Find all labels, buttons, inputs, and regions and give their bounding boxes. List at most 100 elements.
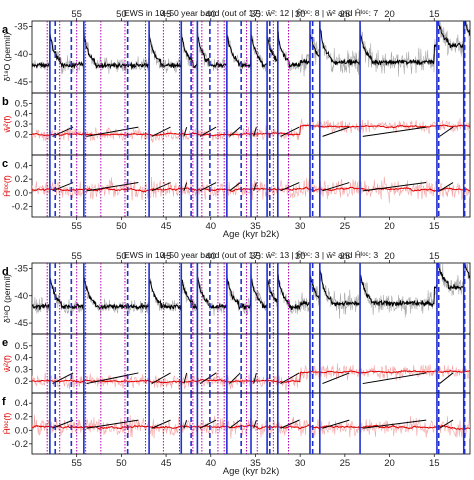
bottom-tick-label: 15 — [429, 221, 440, 232]
y-tick-label: 0.2 — [15, 129, 28, 140]
top-tick-label: 50 — [116, 251, 127, 262]
y-tick-label: 0.0 — [15, 188, 28, 199]
top-tick-label: 35 — [250, 251, 261, 262]
panel-letter: c — [2, 158, 8, 170]
y-tick-label: -40 — [14, 49, 28, 60]
bottom-tick-label: 40 — [205, 458, 216, 469]
bottom-tick-label: 45 — [161, 458, 172, 469]
y-axis-title: δ¹⁸O (permil) — [2, 274, 12, 323]
trend-line — [253, 126, 257, 137]
top-tick-label: 45 — [161, 9, 172, 20]
y-tick-label: 0.4 — [15, 353, 28, 364]
trend-line — [199, 126, 217, 137]
trend-line — [86, 126, 139, 137]
y-axis-title: ŵ²(f) — [2, 115, 12, 133]
y-tick-label: -0.2 — [12, 202, 28, 213]
bottom-tick-label: 50 — [116, 458, 127, 469]
trend-line — [183, 182, 188, 191]
y-tick-label: 0.4 — [15, 109, 28, 120]
trend-line — [86, 372, 139, 385]
trend-line — [322, 372, 350, 385]
bottom-tick-label: 55 — [71, 221, 82, 232]
figure-title: EWS in 10–50 year band (out of 17): ŵ²: … — [124, 250, 378, 260]
trend-line — [439, 419, 454, 429]
bottom-tick-label: 55 — [71, 458, 82, 469]
y-tick-label: 0.2 — [15, 376, 28, 387]
trend-line — [229, 182, 241, 192]
trend-line — [199, 182, 217, 192]
y-tick-label: -35 — [14, 22, 28, 33]
trend-line — [253, 372, 257, 384]
trend-line — [183, 126, 188, 137]
y-tick-label: 0.2 — [15, 412, 28, 423]
trend-line — [362, 372, 427, 385]
trend-line — [86, 182, 139, 192]
top-tick-label: 25 — [340, 9, 351, 20]
trend-line — [280, 419, 300, 429]
top-tick-label: 40 — [205, 9, 216, 20]
bottom-tick-label: 25 — [340, 221, 351, 232]
trend-line — [322, 419, 350, 429]
bottom-tick-label: 35 — [250, 221, 261, 232]
bottom-tick-label: 25 — [340, 458, 351, 469]
y-axis-title: Ĥˡᵒᶜ(f) — [2, 175, 12, 197]
y-tick-label: -45 — [14, 77, 28, 88]
panel-letter: e — [2, 337, 8, 349]
y-tick-label: 0.4 — [15, 398, 28, 409]
y-tick-label: -35 — [14, 263, 28, 274]
bottom-tick-label: 15 — [429, 458, 440, 469]
y-tick-label: 0.5 — [15, 98, 28, 109]
y-axis-title: Ĥˡᵒᶜ(f) — [2, 412, 12, 434]
x-axis-title: Age (kyr b2k) — [223, 466, 280, 477]
bottom-tick-label: 30 — [295, 221, 306, 232]
y-axis-title: ŵ²(f) — [2, 355, 12, 373]
panel-letter: a — [2, 24, 9, 36]
trend-line — [151, 372, 171, 384]
trend-line — [253, 419, 257, 429]
trend-line — [439, 126, 454, 137]
trend-line — [183, 372, 188, 384]
y-tick-label: 0.3 — [15, 119, 28, 130]
panel-letter: d — [2, 266, 9, 278]
panel-letter: b — [2, 96, 9, 108]
top-tick-label: 40 — [205, 251, 216, 262]
bottom-tick-label: 50 — [116, 221, 127, 232]
top-tick-label: 35 — [250, 9, 261, 20]
y-tick-label: -45 — [14, 318, 28, 329]
y-tick-label: 0.3 — [15, 364, 28, 375]
trend-line — [253, 182, 257, 191]
figure-title: EWS in 10–50 year band (out of 17): ŵ²: … — [124, 8, 378, 18]
bottom-tick-label: 30 — [295, 458, 306, 469]
y-tick-label: -0.2 — [12, 439, 28, 450]
trend-line — [280, 182, 300, 192]
top-tick-label: 50 — [116, 9, 127, 20]
trend-line — [280, 372, 300, 384]
top-tick-label: 20 — [384, 9, 395, 20]
panel-b: b 0.50.40.30.2ŵ²(f) — [2, 92, 471, 156]
top-tick-label: 30 — [295, 251, 306, 262]
bottom-tick-label: 35 — [250, 458, 261, 469]
figure-top: EWS in 10–50 year band (out of 17): ŵ²: … — [2, 8, 471, 240]
bottom-tick-label: 45 — [161, 221, 172, 232]
trend-line — [151, 419, 171, 429]
panel-letter: f — [2, 396, 6, 408]
trend-line — [439, 372, 454, 384]
trend-line — [439, 182, 454, 192]
trend-line — [322, 126, 350, 137]
top-tick-label: 55 — [71, 9, 82, 20]
top-tick-label: 15 — [429, 251, 440, 262]
trend-line — [229, 419, 241, 429]
top-tick-label: 55 — [71, 251, 82, 262]
top-tick-label: 25 — [340, 251, 351, 262]
trend-line — [362, 182, 427, 192]
bottom-tick-label: 20 — [384, 221, 395, 232]
trend-line — [199, 419, 217, 429]
figure-bottom: EWS in 10–50 year band (out of 17): ŵ²: … — [2, 250, 471, 477]
y-tick-label: 0.2 — [15, 174, 28, 185]
trend-line — [362, 419, 427, 429]
